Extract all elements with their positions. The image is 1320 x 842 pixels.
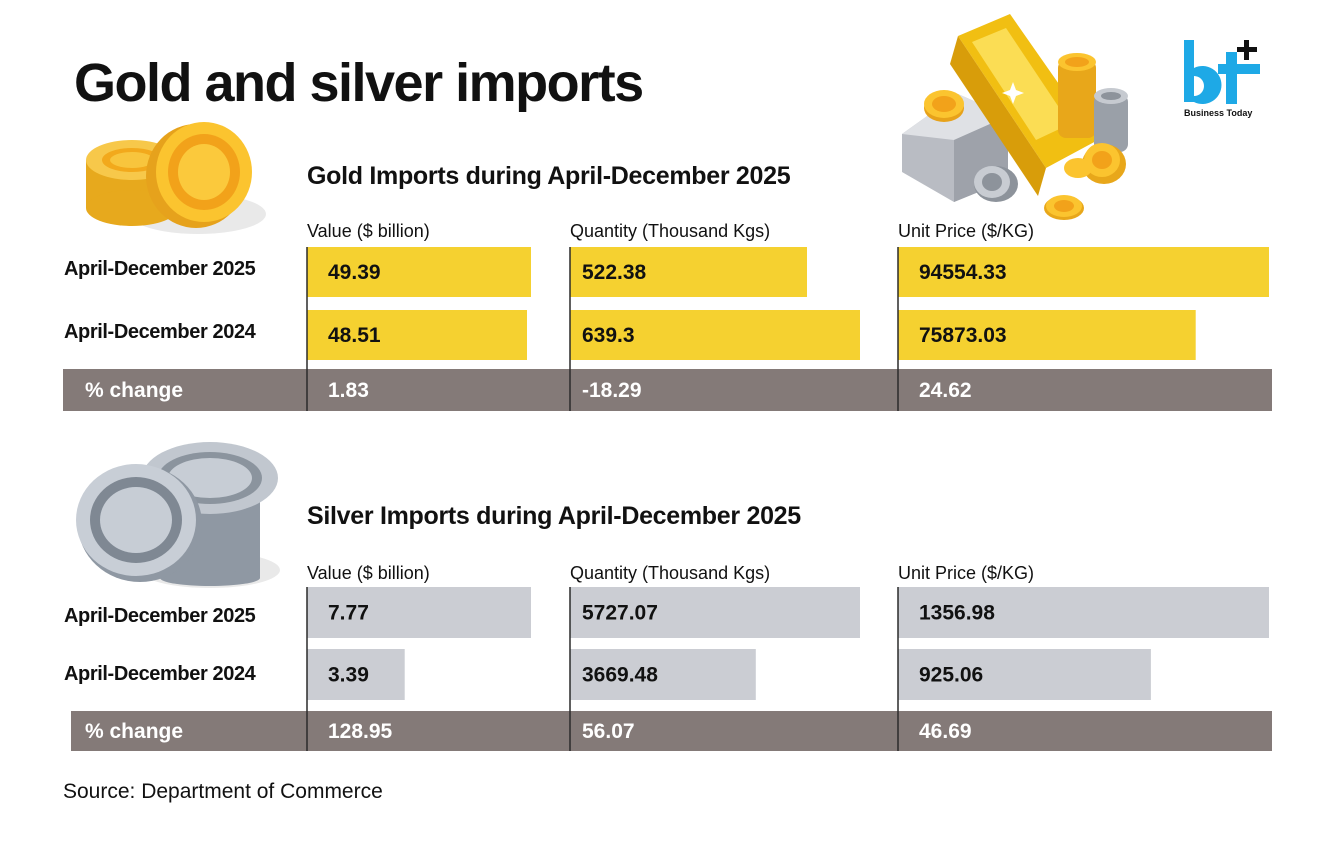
data-label: 49.39: [328, 261, 381, 284]
change-value: 24.62: [919, 379, 972, 402]
change-band: [63, 369, 1272, 411]
source-note: Source: Department of Commerce: [63, 780, 383, 803]
logo-b-letter: [1184, 40, 1222, 104]
column-header: Unit Price ($/KG): [898, 563, 1035, 583]
data-bar: [898, 649, 1151, 700]
change-value: -18.29: [582, 379, 642, 402]
logo-t-stem: [1226, 52, 1237, 104]
data-bar: [570, 247, 807, 297]
data-label: 5727.07: [582, 602, 658, 625]
data-label: 75873.03: [919, 324, 1007, 347]
data-label: 3669.48: [582, 664, 658, 687]
panel-title: Silver Imports during April-December 202…: [307, 502, 801, 530]
change-value: 128.95: [328, 720, 393, 743]
business-today-logo: [1184, 40, 1260, 104]
data-label: 1356.98: [919, 602, 995, 625]
row-label: April-December 2025: [64, 258, 256, 280]
data-label: 7.77: [328, 602, 369, 625]
data-bar: [898, 587, 1269, 638]
data-bar: [898, 310, 1196, 360]
data-bar: [570, 649, 756, 700]
data-label: 94554.33: [919, 261, 1007, 284]
panel-title: Gold Imports during April-December 2025: [307, 162, 791, 190]
change-label: % change: [85, 379, 183, 402]
row-label: April-December 2024: [64, 321, 256, 343]
row-label: April-December 2025: [64, 605, 256, 627]
data-label: 639.3: [582, 324, 635, 347]
gold-bars-coins-icon: [902, 14, 1128, 220]
column-header: Value ($ billion): [307, 563, 430, 583]
data-bar: [570, 310, 860, 360]
logo-caption: Business Today: [1184, 108, 1253, 118]
page-title: Gold and silver imports: [74, 53, 644, 113]
logo-t-bar: [1218, 64, 1260, 74]
data-bar: [898, 247, 1269, 297]
data-bar: [307, 649, 405, 700]
data-bar: [307, 310, 527, 360]
column-header: Unit Price ($/KG): [898, 221, 1035, 241]
change-label: % change: [85, 720, 183, 743]
data-bar: [570, 587, 860, 638]
change-value: 46.69: [919, 720, 972, 743]
data-bar: [307, 587, 531, 638]
column-header: Quantity (Thousand Kgs): [570, 221, 771, 241]
silver-coins-icon: [76, 442, 280, 588]
column-header: Quantity (Thousand Kgs): [570, 563, 771, 583]
gold-coins-icon: [86, 122, 266, 234]
row-label: April-December 2024: [64, 663, 256, 685]
logo-plus-h: [1237, 47, 1257, 52]
change-value: 56.07: [582, 720, 635, 743]
column-header: Value ($ billion): [307, 221, 430, 241]
data-bar: [307, 247, 531, 297]
data-label: 925.06: [919, 664, 983, 687]
data-label: 48.51: [328, 324, 381, 347]
data-label: 522.38: [582, 261, 647, 284]
change-band: [71, 711, 1272, 751]
change-value: 1.83: [328, 379, 369, 402]
data-label: 3.39: [328, 664, 369, 687]
